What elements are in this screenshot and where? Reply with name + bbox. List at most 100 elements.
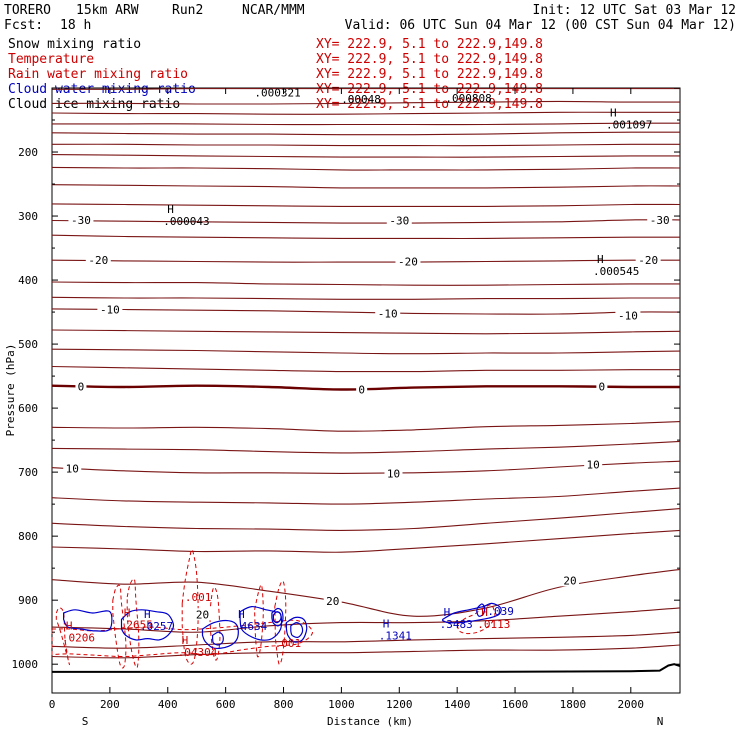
- isotherm-line: [51, 219, 681, 224]
- y-tick-label: 500: [18, 338, 38, 351]
- cloud-contour: [212, 631, 224, 646]
- maximum-value: .3483: [440, 618, 473, 631]
- isotherm-label: 0: [78, 380, 85, 393]
- y-tick-label: 600: [18, 402, 38, 415]
- isotherm-line: [51, 143, 681, 147]
- isotherm-label-bg: [193, 608, 212, 621]
- y-tick-label: 900: [18, 594, 38, 607]
- isotherm-label-bg: [386, 214, 412, 227]
- chart-header: TORERO 15km ARW Run2 NCAR/MMM Init: 12 U…: [4, 3, 736, 33]
- isotherm-label-bg: [615, 309, 641, 322]
- isotherm-label: -30: [71, 214, 91, 227]
- valid-time: Valid: 06 UTC Sun 04 Mar 12 (00 CST Sun …: [345, 18, 736, 33]
- isotherm-line: [51, 487, 681, 505]
- rain-contour: [126, 578, 140, 669]
- x-tick-label: 1600: [502, 698, 529, 711]
- isotherm-label-bg: [85, 254, 111, 267]
- y-axis-title: Pressure (hPa): [4, 344, 17, 437]
- legend-field-name: Rain water mixing ratio: [8, 67, 188, 82]
- isotherm-label: -10: [618, 309, 638, 322]
- axes-layer: 0 200 400 600 800 1000 1200 1400 1600 1800 2000200…: [12, 87, 680, 711]
- maximum-value: .039: [487, 605, 514, 618]
- maximum-value: .2655: [120, 618, 153, 631]
- x-tick-label: 1800: [560, 698, 587, 711]
- maximum-marker: H: [610, 106, 617, 119]
- maximum-value: .04304: [178, 646, 218, 659]
- isotherm-label: -10: [100, 304, 120, 317]
- cloud-contour: [201, 619, 239, 650]
- isotherm-label-bg: [356, 383, 368, 396]
- isotherm-line: [51, 166, 681, 171]
- ground-surface: [52, 663, 681, 673]
- rain-contour: [51, 619, 314, 658]
- x-end-right: N: [657, 715, 664, 728]
- maximum-value: .001: [275, 637, 302, 650]
- x-tick-label: 2000: [618, 698, 645, 711]
- grid-spacing: 15km ARW: [76, 3, 139, 18]
- cloud-contour: [271, 607, 284, 627]
- legend-field-name: Temperature: [8, 52, 94, 67]
- y-tick-label: 200: [18, 146, 38, 159]
- isotherm-line: [51, 508, 681, 531]
- cloud-contour: [290, 621, 304, 639]
- y-tick-label: 800: [18, 530, 38, 543]
- run-name: Run2: [172, 3, 203, 18]
- isotherm-label: 10: [387, 467, 400, 480]
- isotherm-label: 20: [563, 574, 576, 587]
- isotherm-layer: [51, 88, 681, 659]
- isotherm-line: [51, 529, 681, 553]
- maximum-value: .1341: [379, 629, 412, 642]
- plot-frame: [51, 87, 681, 694]
- maximum-marker: H: [481, 606, 488, 619]
- maximum-value: .000321: [254, 86, 300, 99]
- ground-layer: [52, 663, 681, 673]
- isotherm-label: -20: [398, 255, 418, 268]
- isotherm-label-bg: [584, 458, 603, 471]
- isotherm-label: -20: [638, 254, 658, 267]
- cloud-contour: [442, 602, 502, 624]
- isotherm-label: 10: [66, 462, 79, 475]
- model-name: TORERO: [4, 3, 51, 18]
- isotherm-line: [51, 184, 681, 189]
- isotherm-line: [51, 131, 681, 136]
- rain-contour: [112, 584, 127, 669]
- isotherm-label-bg: [63, 462, 82, 475]
- cloud-contour: [239, 605, 283, 641]
- rain-contour: [55, 607, 70, 666]
- y-tick-label: 1000: [12, 658, 39, 671]
- maximum-value: .001097: [606, 118, 652, 131]
- isotherm-line: [51, 607, 681, 633]
- cloud-contour: [476, 603, 486, 617]
- isotherm-line: [51, 329, 681, 335]
- x-tick-label: 200: [100, 698, 120, 711]
- x-tick-label: 0: [49, 698, 56, 711]
- legend-field-range: XY= 222.9, 5.1 to 222.9,149.8: [316, 37, 543, 52]
- isotherm-line: [51, 259, 681, 263]
- maximum-marker: H: [66, 619, 73, 632]
- maximum-value: .0206: [62, 631, 95, 644]
- isotherm-line: [51, 308, 681, 315]
- cloud-contour: [63, 609, 113, 632]
- x-tick-label: 800: [274, 698, 294, 711]
- isotherm-label: 20: [326, 595, 339, 608]
- isotherm-line: [51, 88, 680, 90]
- x-tick-label: 600: [216, 698, 236, 711]
- init-time: Init: 12 UTC Sat 03 Mar 12: [533, 3, 737, 18]
- rain-contour: [209, 586, 221, 661]
- legend-field-range: XY= 222.9, 5.1 to 222.9,149.8: [316, 52, 543, 67]
- isotherm-label: 20: [196, 608, 209, 621]
- x-end-left: S: [82, 715, 89, 728]
- isotherm-line: [51, 440, 681, 454]
- isotherm-line: [51, 100, 681, 105]
- legend-field-range: XY= 222.9, 5.1 to 222.9,149.8: [316, 67, 543, 82]
- isotherm-label-bg: [395, 255, 421, 268]
- maximum-value: .0257: [140, 620, 173, 633]
- cloud-layer: [63, 602, 502, 650]
- isotherm-label-bg: [375, 307, 401, 320]
- maximum-marker: H: [597, 253, 604, 266]
- isotherm-label-bg: [635, 254, 661, 267]
- maximum-marker: H: [444, 606, 451, 619]
- isotherm-label: 10: [587, 458, 600, 471]
- isotherm-label-bg: [97, 303, 123, 316]
- cloud-contour: [272, 611, 282, 624]
